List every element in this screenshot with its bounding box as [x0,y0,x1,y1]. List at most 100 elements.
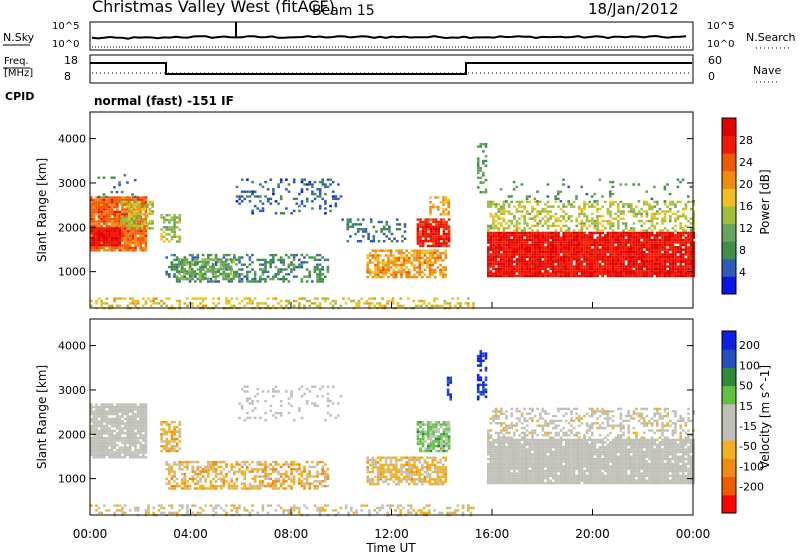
power-cell [669,210,672,213]
power-cell [609,272,612,275]
power-cell [175,268,179,271]
power-cell [277,268,280,271]
power-cell [557,241,560,244]
power-cell [510,255,513,259]
power-cell [687,219,690,223]
power-cell [415,304,418,307]
velocity-cell [186,465,189,469]
power-cell [125,219,128,223]
power-cell [676,248,680,251]
power-cell [687,253,690,256]
power-cell [575,234,578,237]
power-cell [692,260,695,263]
power-cell [656,231,659,235]
power-cell [541,248,545,251]
power-cell [580,241,584,244]
power-cell [593,272,597,275]
power-cell [201,277,204,280]
power-cell [431,203,435,206]
velocity-cell [191,477,194,481]
velocity-cell [134,427,137,430]
power-cell [97,232,101,235]
power-cell [372,237,376,240]
power-cell [191,302,194,305]
power-cell [513,243,516,247]
power-cell [609,265,612,268]
power-cell [337,183,340,186]
velocity-cell [123,427,127,430]
power-cell [240,195,244,198]
power-cell [531,236,534,239]
power-cell [598,250,602,254]
power-cell [198,260,202,264]
velocity-cell [204,468,207,471]
velocity-cell [214,475,218,478]
power-cell [552,262,555,266]
power-cell [624,270,628,273]
power-cell [505,248,508,251]
power-cell [502,227,506,230]
power-cell [528,260,532,263]
power-cell [429,210,432,214]
velocity-cell [259,463,262,466]
power-cell [318,270,322,274]
velocity-cell [259,482,262,485]
velocity-cell [100,417,103,421]
velocity-cell [227,470,231,473]
power-cell [105,201,109,204]
power-cell [292,178,296,181]
velocity-cell [126,448,129,452]
power-cell [575,250,578,254]
power-cell [142,246,145,250]
power-cell [653,241,656,244]
power-cell [650,248,654,251]
velocity-cell [118,453,122,457]
power-cell [274,253,278,257]
power-cell [285,299,288,303]
power-cell [624,258,628,261]
power-cell [357,299,361,303]
power-cell [387,263,390,267]
power-cell [489,227,493,230]
power-cell [227,263,230,266]
power-cell [632,255,636,259]
power-cell [580,246,584,249]
power-cell [507,224,511,228]
power-cell [139,210,142,214]
power-cell [108,220,111,223]
power-cell [684,258,688,261]
power-cell [489,262,493,266]
power-cell [431,271,434,274]
power-cell [97,210,101,214]
velocity-cell [129,446,132,449]
power-cell [326,268,330,271]
power-cell [536,231,539,235]
velocity-cell [170,465,174,469]
power-cell [251,190,254,193]
power-cell [324,202,327,205]
velocity-cell [90,444,93,447]
power-cell [374,263,377,267]
power-cell [588,248,591,251]
power-cell [418,251,421,255]
power-cell [259,200,262,203]
velocity-cell [201,468,205,471]
power-cell [533,207,537,211]
power-cell [669,262,672,266]
power-cell [108,244,111,247]
power-cell [578,260,581,263]
power-cell [676,246,680,249]
power-cell [371,275,375,279]
power-cell [175,256,179,259]
power-cell [212,302,215,305]
power-cell [225,299,228,303]
power-cell [505,250,508,254]
velocity-cell [292,463,296,466]
power-cell [676,215,680,218]
power-cell [507,243,511,247]
power-cell [669,272,672,275]
power-cell [679,270,682,273]
velocity-cell [116,432,119,435]
power-cell [622,241,625,244]
velocity-cell [243,484,246,488]
